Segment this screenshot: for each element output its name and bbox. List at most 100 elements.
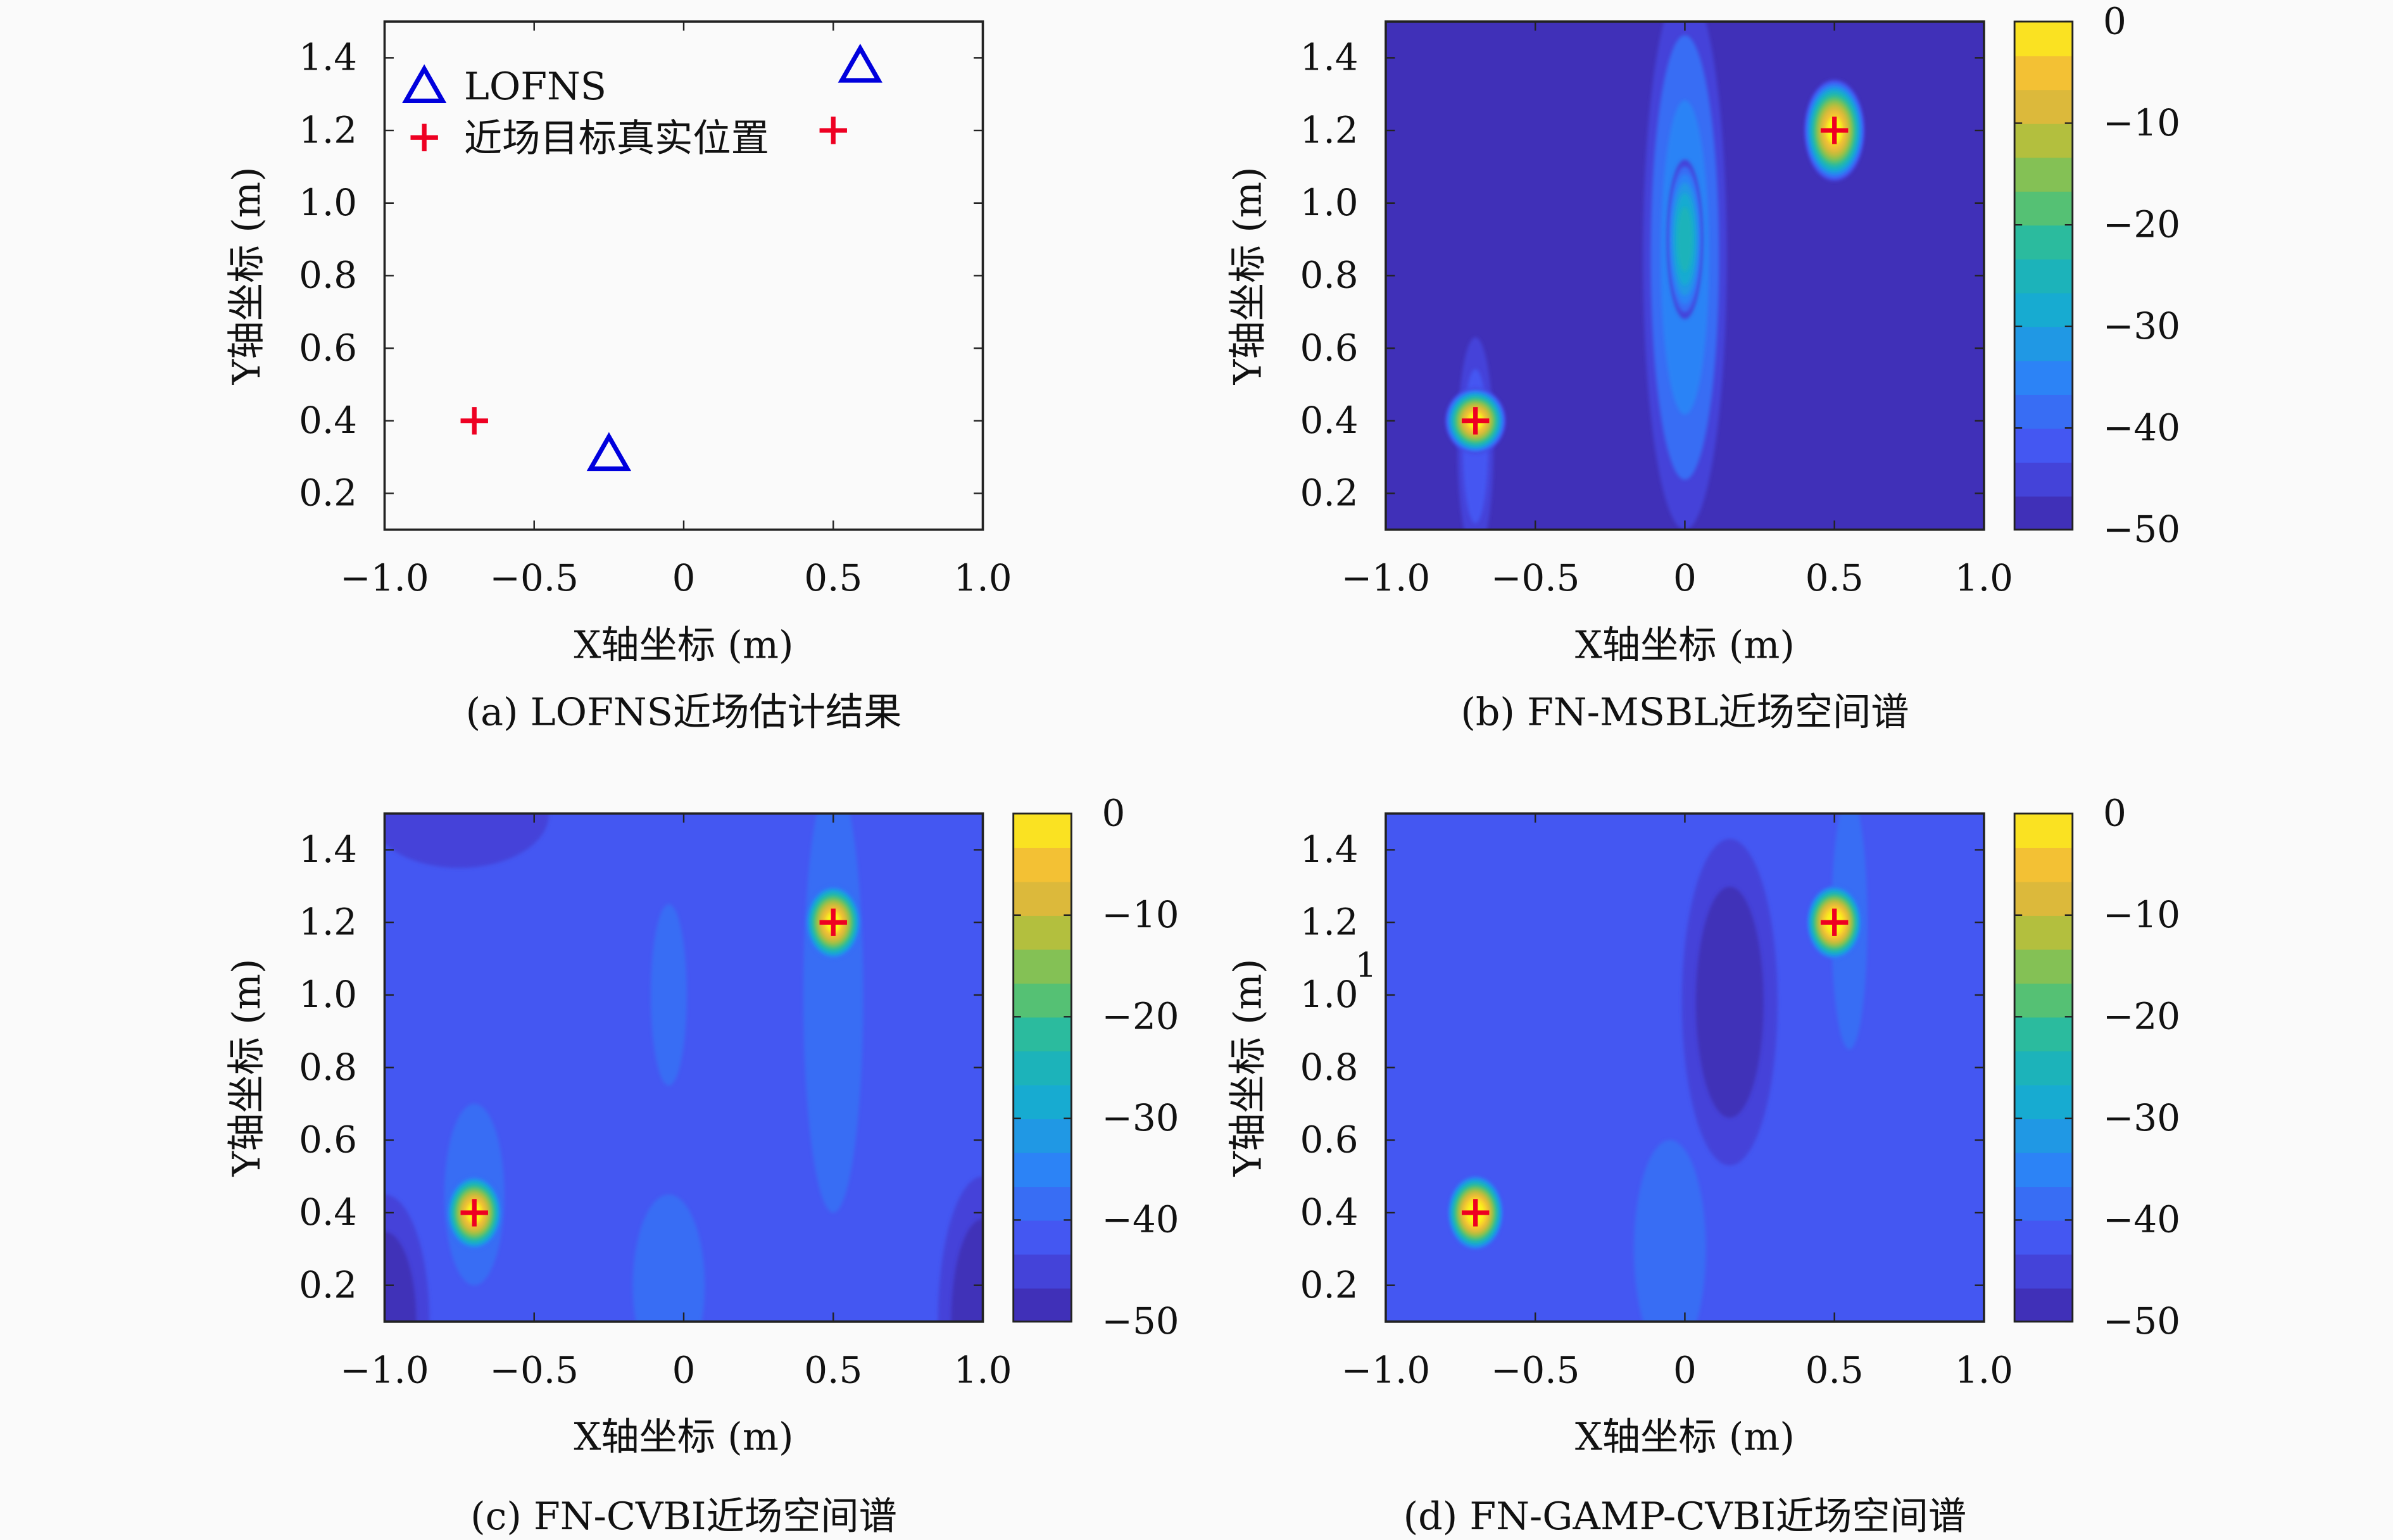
- y-tick-label: 1.4: [299, 828, 357, 871]
- panel-caption: (d) FN-GAMP-CVBI近场空间谱: [1404, 1494, 1966, 1539]
- colorbar-segment: [1013, 1084, 1072, 1120]
- colorbar-segment: [2014, 1253, 2073, 1289]
- y-tick-label: 0.6: [299, 326, 357, 369]
- y-tick-label: 0.6: [1300, 326, 1359, 369]
- colorbar-segment: [2014, 326, 2073, 361]
- heatmap-contour: [1677, 206, 1693, 272]
- panel-caption: (c) FN-CVBI近场空间谱: [470, 1494, 897, 1539]
- colorbar-segment: [1013, 1017, 1072, 1052]
- x-tick-label: 0.5: [1806, 1348, 1864, 1391]
- y-tick-label: 0.6: [299, 1118, 357, 1161]
- x-tick-label: −0.5: [490, 1348, 579, 1391]
- stray-label: 1: [1355, 946, 1377, 985]
- colorbar-segment: [1013, 1118, 1072, 1153]
- panel-d: 0 −10 −20 −30 −40 −50 1 −1.0 −0.5 0 0.5 1.0 0.2 0.4 0.…: [1226, 791, 2180, 1538]
- colorbar-segment: [2014, 360, 2073, 395]
- colorbar-segment: [2014, 157, 2073, 192]
- colorbar-segment: [2014, 982, 2073, 1018]
- x-tick-label: −1.0: [340, 1348, 429, 1391]
- target-plus-marker: [460, 407, 488, 435]
- target-plus-marker: [819, 908, 847, 936]
- target-plus-marker: [1461, 1199, 1490, 1227]
- colorbar-segment: [2014, 847, 2073, 882]
- colorbar-segment: [1013, 982, 1072, 1018]
- lofns-triangle-marker: [586, 432, 632, 472]
- colorbar-tick-label: −20: [1102, 995, 1179, 1038]
- colorbar-tick-label: −40: [2103, 1198, 2180, 1241]
- legend-plus-icon: [410, 123, 438, 151]
- colorbar-segment: [2014, 258, 2073, 294]
- colorbar-segment: [2014, 55, 2073, 91]
- x-axis-label: X轴坐标 (m): [1575, 1415, 1795, 1459]
- heatmap-contour: [803, 813, 864, 1213]
- x-tick-label: −1.0: [1341, 556, 1430, 599]
- x-tick-label: 0.5: [1806, 556, 1864, 599]
- y-tick-label: 1.4: [299, 36, 357, 79]
- colorbar: 0 −10 −20 −30 −40 −50: [2013, 0, 2180, 551]
- colorbar-segment: [2014, 496, 2073, 531]
- panel-a: LOFNS 近场目标真实位置 −1.0 −0.5 0 0.5 1.0 0.2 0.4 0.6 0.8…: [225, 20, 1012, 734]
- colorbar-segment: [1013, 813, 1072, 848]
- colorbar-segment: [2014, 1084, 2073, 1120]
- colorbar-tick-label: −20: [2103, 203, 2180, 246]
- target-plus-marker: [1820, 116, 1849, 144]
- x-tick-label: 0: [1673, 1348, 1697, 1391]
- y-tick-label: 1.0: [299, 973, 357, 1016]
- x-tick-label: 0: [672, 1348, 696, 1391]
- colorbar-segment: [1013, 949, 1072, 984]
- colorbar: 0 −10 −20 −30 −40 −50: [1012, 791, 1179, 1343]
- colorbar-segment: [1013, 1186, 1072, 1221]
- y-tick-label: 0.2: [1300, 1263, 1359, 1306]
- y-tick-label: 0.4: [1300, 399, 1359, 442]
- target-plus-marker: [460, 1199, 488, 1227]
- colorbar-segment: [1013, 881, 1072, 916]
- colorbar-tick-label: −30: [1102, 1096, 1179, 1139]
- colorbar-tick-label: 0: [1102, 791, 1126, 834]
- colorbar-tick-label: −10: [1102, 893, 1179, 936]
- y-axis-label: Y轴坐标 (m): [225, 167, 269, 385]
- colorbar-segment: [2014, 394, 2073, 429]
- colorbar-tick-label: −50: [2103, 508, 2180, 551]
- y-tick-label: 0.4: [299, 399, 357, 442]
- heatmap-contour: [651, 904, 687, 1086]
- x-axis-label: X轴坐标 (m): [1575, 623, 1795, 667]
- panel-b: 0 −10 −20 −30 −40 −50 −1.0 −0.5 0 0.5 1.0 0.2 0.4 0.6…: [1226, 0, 2180, 734]
- y-tick-label: 1.2: [299, 901, 357, 944]
- colorbar-segment: [2014, 461, 2073, 497]
- colorbar-segment: [2014, 1017, 2073, 1052]
- x-tick-label: −0.5: [1491, 1348, 1580, 1391]
- x-tick-label: 0.5: [804, 556, 862, 599]
- x-tick-label: 1.0: [1955, 1348, 2013, 1391]
- colorbar-segment: [2014, 225, 2073, 260]
- colorbar-segment: [2014, 22, 2073, 56]
- heatmap-contour: [384, 1232, 417, 1322]
- x-tick-label: 0: [672, 556, 696, 599]
- colorbar-segment: [2014, 915, 2073, 950]
- colorbar-segment: [2014, 1152, 2073, 1187]
- y-axis-label: Y轴坐标 (m): [225, 959, 269, 1177]
- colorbar-tick-label: −40: [2103, 406, 2180, 449]
- colorbar-segment: [2014, 1118, 2073, 1153]
- colorbar-segment: [2014, 292, 2073, 327]
- colorbar-tick-label: −10: [2103, 101, 2180, 144]
- colorbar-tick-label: 0: [2103, 791, 2126, 834]
- colorbar-segment: [2014, 1186, 2073, 1221]
- panel-c: 0 −10 −20 −30 −40 −50 −1.0 −0.5 0 0.5 1.0 0.2 0.4 0.6…: [225, 791, 1179, 1539]
- x-tick-label: 1.0: [954, 1348, 1012, 1391]
- y-tick-label: 1.0: [1300, 973, 1359, 1016]
- y-tick-label: 0.8: [1300, 1046, 1359, 1089]
- colorbar-segment: [1013, 1152, 1072, 1187]
- colorbar-tick-label: −50: [2103, 1299, 2180, 1343]
- x-axis-label: X轴坐标 (m): [574, 1415, 794, 1459]
- target-plus-marker: [1461, 407, 1490, 435]
- y-tick-label: 1.2: [1300, 901, 1359, 944]
- colorbar-tick-label: −30: [2103, 304, 2180, 347]
- y-tick-label: 1.2: [1300, 108, 1359, 151]
- y-tick-label: 0.8: [299, 254, 357, 297]
- y-tick-label: 0.4: [299, 1191, 357, 1234]
- colorbar-segment: [1013, 1253, 1072, 1289]
- colorbar-segment: [1013, 915, 1072, 950]
- y-tick-label: 0.2: [1300, 472, 1359, 515]
- colorbar-segment: [2014, 813, 2073, 848]
